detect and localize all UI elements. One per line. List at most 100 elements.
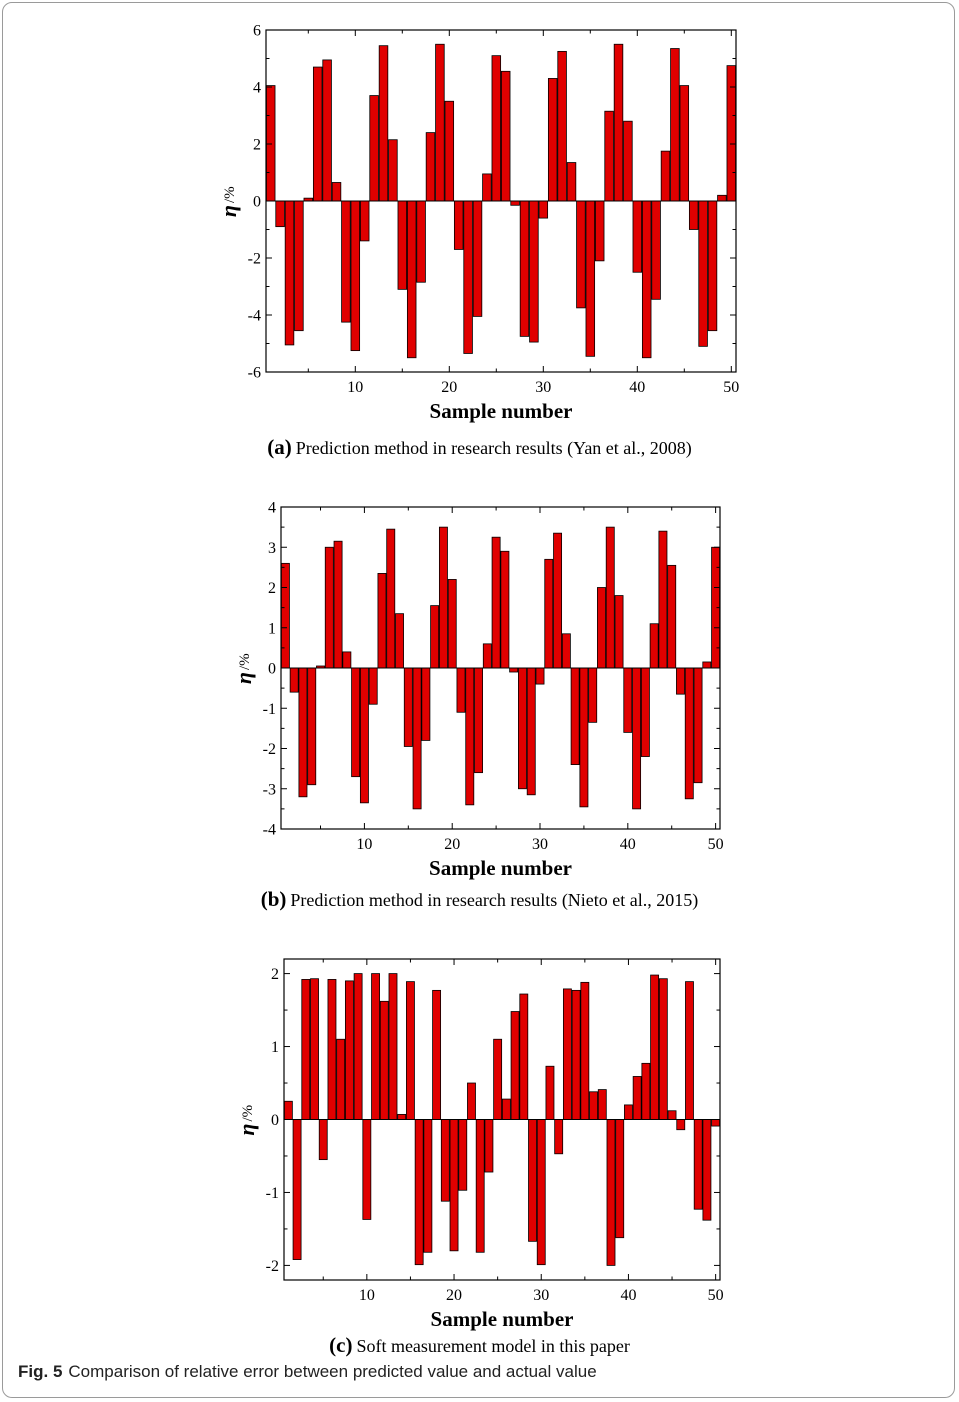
panel-a-caption-text: Prediction method in research results (Y… <box>295 438 692 458</box>
bar-c-46 <box>676 1119 686 1131</box>
y-axis-unit-b: /% <box>237 653 253 670</box>
y-tick-label-c: 2 <box>271 966 279 983</box>
panel-c-caption: (c) Soft measurement model in this paper <box>0 1333 959 1358</box>
x-tick-label-c: 20 <box>446 1287 462 1304</box>
y-axis-label-b: η <box>231 672 256 684</box>
bar-c-9 <box>353 973 363 1120</box>
bar-c-35 <box>580 981 590 1120</box>
bar-c-3 <box>301 979 311 1120</box>
x-tick-label-b: 30 <box>532 836 548 853</box>
bar-c-39 <box>615 1119 625 1239</box>
x-tick-label-b: 40 <box>620 836 636 853</box>
bar-c-2 <box>292 1119 302 1260</box>
bar-c-20 <box>449 1119 459 1252</box>
panel-b-label: (b) <box>260 887 287 911</box>
bar-c-25 <box>493 1038 503 1120</box>
figure-caption: Fig. 5 Comparison of relative error betwe… <box>18 1362 597 1382</box>
bar-c-44 <box>658 978 668 1120</box>
bar-c-24 <box>484 1119 494 1173</box>
y-tick-label-b: 0 <box>268 661 276 678</box>
panel-a-caption: (a) Prediction method in research results… <box>0 435 959 460</box>
y-axis-label-group-c: η /% <box>234 1105 259 1136</box>
bar-c-28 <box>519 993 529 1120</box>
x-tick-label-c: 40 <box>620 1287 636 1304</box>
chart-panel-b: 10 20 30 40 50 -4 -3 -2 -1 0 1 2 3 4 Sample number η /% <box>231 500 724 881</box>
figure-label: Fig. 5 <box>18 1362 63 1381</box>
y-axis-unit-a: /% <box>222 186 238 203</box>
bar-c-45 <box>667 1110 677 1120</box>
bar-c-41 <box>632 1076 642 1120</box>
bar-c-48 <box>693 1119 703 1210</box>
bar-c-47 <box>685 981 694 1120</box>
x-tick-label-c: 10 <box>359 1287 375 1304</box>
x-axis-label-b: Sample number <box>429 856 572 880</box>
y-tick-label-b: 1 <box>268 620 276 637</box>
y-tick-label-c: 1 <box>271 1039 279 1056</box>
bar-c-30 <box>536 1119 546 1266</box>
x-tick-label-c: 50 <box>708 1287 724 1304</box>
y-tick-label-a: 4 <box>253 80 261 97</box>
bar-c-37 <box>597 1089 607 1120</box>
panel-c-caption-text: Soft measurement model in this paper <box>356 1336 630 1356</box>
y-tick-label-a: -2 <box>248 251 261 268</box>
bar-c-43 <box>650 974 660 1120</box>
bar-c-4 <box>310 978 319 1120</box>
y-tick-label-c: -2 <box>266 1258 279 1275</box>
chart-panel-c: 10 20 30 40 50 -2 -1 0 1 2 Sample number η /% <box>234 958 724 1331</box>
panel-a-label: (a) <box>267 435 292 459</box>
x-tick-label-b: 50 <box>708 836 724 853</box>
x-tick-label-a: 50 <box>723 379 739 396</box>
y-tick-label-b: 4 <box>268 500 276 517</box>
bar-c-49 <box>702 1119 712 1221</box>
y-axis-label-group-a: η /% <box>216 186 241 217</box>
y-tick-label-a: 6 <box>253 23 261 40</box>
bar-c-19 <box>440 1119 450 1202</box>
bar-c-29 <box>528 1119 537 1242</box>
y-tick-label-a: 0 <box>253 194 261 211</box>
bar-c-14 <box>397 1113 407 1120</box>
bar-c-27 <box>510 1011 520 1120</box>
bar-c-42 <box>641 1062 651 1120</box>
y-tick-label-a: -6 <box>248 365 261 382</box>
y-axis-label-a: η <box>216 205 241 217</box>
x-tick-label-a: 30 <box>535 379 551 396</box>
bar-c-6 <box>327 979 337 1120</box>
y-tick-label-b: -2 <box>263 741 276 758</box>
y-tick-label-b: -1 <box>263 701 276 718</box>
y-tick-label-a: 2 <box>253 137 261 154</box>
bar-c-36 <box>589 1091 598 1120</box>
chart-panel-a: 10 20 30 40 50 -6 -4 -2 0 2 4 6 Sample number η /% <box>216 23 739 424</box>
x-tick-label-a: 40 <box>629 379 645 396</box>
bar-c-16 <box>414 1119 424 1266</box>
x-tick-label-a: 20 <box>441 379 457 396</box>
bar-c-11 <box>371 973 380 1120</box>
bar-c-22 <box>467 1082 476 1120</box>
bar-c-38 <box>606 1119 616 1266</box>
y-tick-label-b: -3 <box>263 781 276 798</box>
y-tick-label-b: 3 <box>268 540 276 557</box>
panel-b-caption-text: Prediction method in research results (N… <box>290 890 699 910</box>
bar-c-26 <box>501 1098 511 1120</box>
x-tick-label-b: 20 <box>444 836 460 853</box>
y-tick-label-c: 0 <box>271 1112 279 1129</box>
bar-c-10 <box>362 1119 372 1220</box>
bar-c-12 <box>379 1000 389 1120</box>
bar-c-13 <box>388 973 398 1120</box>
bar-c-21 <box>458 1119 468 1191</box>
y-axis-label-group-b: η /% <box>231 653 256 684</box>
x-tick-label-b: 10 <box>356 836 372 853</box>
bar-c-50 <box>711 1119 721 1127</box>
bar-c-33 <box>562 988 572 1120</box>
y-axis-label-c: η <box>234 1124 259 1136</box>
y-tick-label-c: -1 <box>266 1185 279 1202</box>
bar-c-17 <box>423 1119 433 1253</box>
bar-c-15 <box>406 981 415 1120</box>
x-tick-label-a: 10 <box>347 379 363 396</box>
figure-caption-text: Comparison of relative error between pre… <box>68 1362 597 1381</box>
y-axis-unit-c: /% <box>240 1105 256 1122</box>
bar-c-34 <box>571 989 581 1120</box>
panel-b-caption: (b) Prediction method in research results… <box>0 887 959 912</box>
bar-c-18 <box>432 989 442 1120</box>
x-tick-label-c: 30 <box>533 1287 549 1304</box>
x-axis-label-c: Sample number <box>431 1307 574 1331</box>
